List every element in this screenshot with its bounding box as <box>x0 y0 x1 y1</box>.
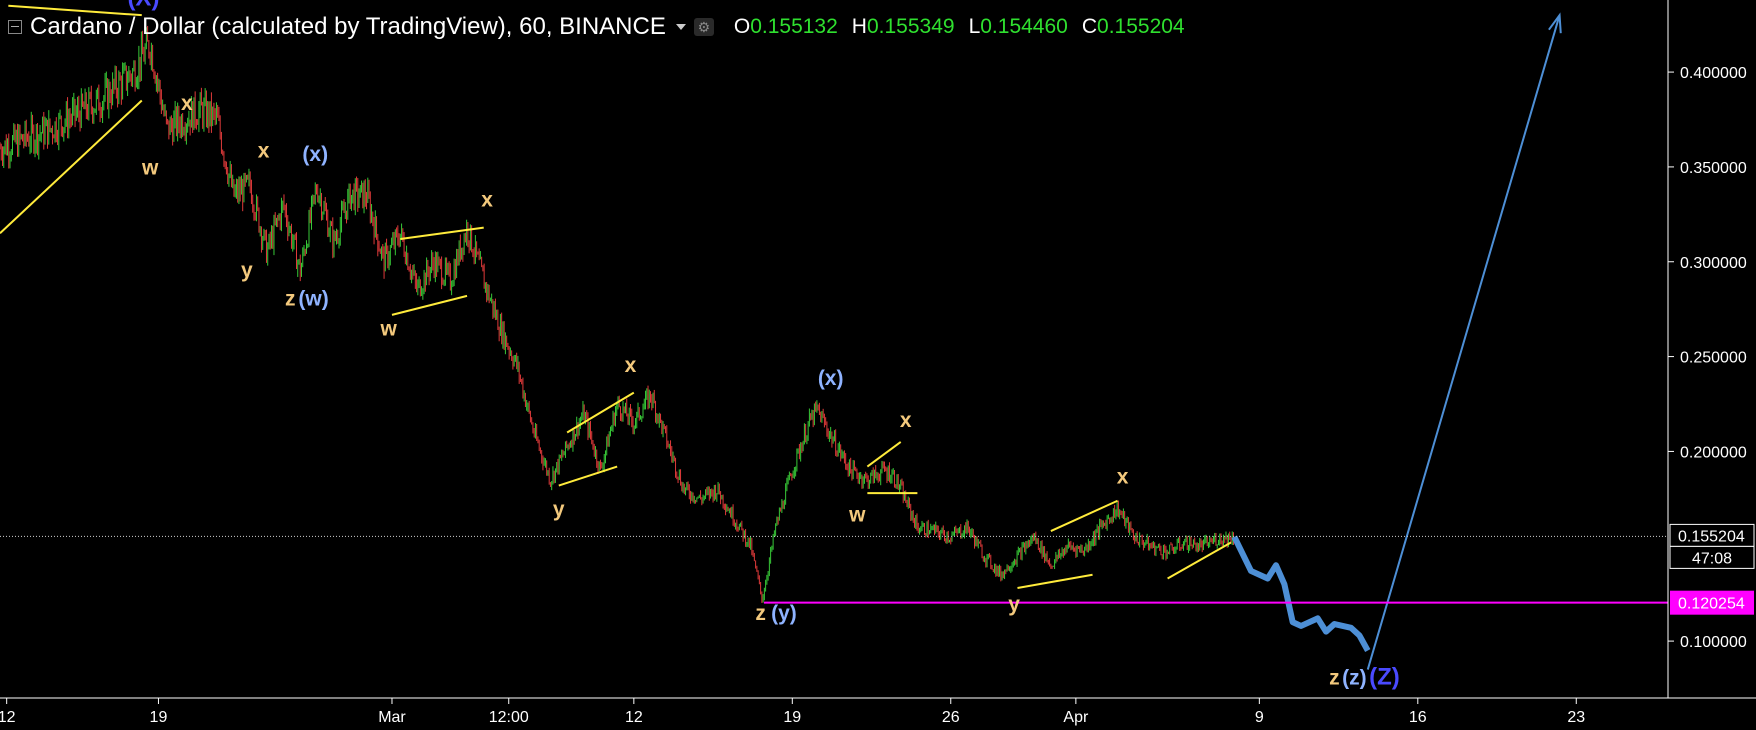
ohlc-high: H0.155349 <box>851 15 955 38</box>
settings-icon[interactable]: ⚙ <box>693 18 714 36</box>
wave-label: (Z) <box>1369 664 1400 691</box>
projection-layer <box>1231 12 1562 670</box>
wave-label: w <box>141 157 159 180</box>
wave-label: w <box>379 318 397 341</box>
y-tick-label: 0.200000 <box>1680 444 1747 461</box>
wave-label: z <box>1329 667 1340 690</box>
wave-label: (w) <box>298 287 328 310</box>
ohlc-open: O0.155132 <box>733 15 838 38</box>
trend-lines <box>0 4 1668 604</box>
x-tick-label: 12 <box>0 709 16 726</box>
wave-label: z <box>755 602 766 625</box>
wave-label: (x) <box>818 367 844 390</box>
countdown-tag <box>1669 545 1755 569</box>
wave-label: x <box>481 189 493 212</box>
trend-line <box>566 391 635 434</box>
y-tick-label: 0.400000 <box>1680 65 1747 82</box>
wave-label: x <box>900 409 912 432</box>
collapse-icon[interactable] <box>8 20 22 34</box>
x-tick-label: 26 <box>942 709 960 726</box>
x-tick-label: 9 <box>1255 709 1264 726</box>
trend-line <box>1050 499 1118 532</box>
trend-line <box>1017 573 1093 589</box>
y-tick-label: 0.250000 <box>1680 350 1747 367</box>
last-price-value: 0.155204 <box>1678 528 1745 545</box>
wave-label: (z) <box>1342 667 1367 690</box>
candles <box>0 25 1234 603</box>
y-tick-label: 0.300000 <box>1680 255 1747 272</box>
projected-path <box>1231 535 1371 653</box>
y-tick-label: 0.350000 <box>1680 160 1747 177</box>
trend-line <box>0 99 143 235</box>
x-tick-label: 16 <box>1409 709 1427 726</box>
wave-label: x <box>625 354 637 377</box>
x-tick-label: 19 <box>150 709 168 726</box>
trend-line <box>8 4 142 17</box>
support-value: 0.120254 <box>1678 596 1745 613</box>
wave-label: w <box>848 504 866 527</box>
ohlc-close: C0.155204 <box>1081 15 1185 38</box>
projection-arrow <box>1366 14 1561 670</box>
wave-label: x <box>1117 466 1129 489</box>
wave-label: y <box>241 259 253 282</box>
wave-label: x <box>258 139 270 162</box>
wave-label: y <box>1008 593 1020 616</box>
x-tick-label: Apr <box>1063 709 1089 726</box>
symbol-title[interactable]: Cardano / Dollar (calculated by TradingV… <box>30 13 666 40</box>
wave-label: (X) <box>127 0 159 12</box>
dropdown-caret-icon[interactable] <box>675 24 686 30</box>
trend-line <box>866 441 902 468</box>
x-tick-label: 19 <box>783 709 801 726</box>
wave-label: z <box>285 287 296 310</box>
ohlc-low: L0.154460 <box>968 15 1068 38</box>
trend-line <box>391 294 468 316</box>
support-tag <box>1670 590 1754 615</box>
x-tick-label: 12 <box>625 709 643 726</box>
x-tick-label: 23 <box>1567 709 1585 726</box>
x-tick-label: 12:00 <box>489 709 529 726</box>
trend-line <box>558 465 618 487</box>
wave-label: (y) <box>771 602 797 625</box>
projection-arrowhead <box>1548 12 1562 34</box>
chart-header: Cardano / Dollar (calculated by TradingV… <box>8 12 1185 42</box>
trend-line <box>1167 541 1232 580</box>
y-tick-label: 0.100000 <box>1680 634 1747 651</box>
x-tick-label: Mar <box>378 709 406 726</box>
trend-line <box>400 226 484 240</box>
countdown-value: 47:08 <box>1692 550 1732 567</box>
wave-label: (x) <box>302 143 328 166</box>
wave-label: x <box>181 92 193 115</box>
wave-label: y <box>553 498 565 521</box>
ohlc-readout: O0.155132 H0.155349 L0.154460 C0.155204 <box>734 15 1185 39</box>
